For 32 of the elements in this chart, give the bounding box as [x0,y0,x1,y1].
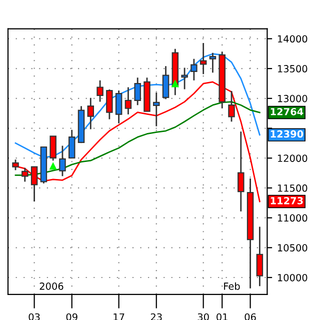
y-tick-label: 11500 [278,184,308,192]
candlestick [200,42,207,75]
candlestick [124,86,132,116]
annotation: 2006 [40,282,64,290]
candlestick [59,145,66,177]
candlestick [256,226,264,287]
y-tick-label: 13500 [278,65,308,72]
y-tick-label: 10500 [278,244,308,252]
line-series [14,53,260,158]
data-label: 12764 [270,108,304,116]
annotation: Feb [224,282,240,290]
candlestick [96,80,104,103]
y-tick-label: 12000 [278,154,308,162]
candlestick [153,92,160,127]
candlestick [68,129,76,159]
candlestick [162,65,170,100]
candlestick [181,67,188,90]
candlestick [22,167,28,182]
candlestick [190,58,198,82]
y-tick-label: 10000 [278,274,308,282]
candlestick [115,90,122,124]
candlestick [134,76,141,106]
data-label: 12390 [270,130,304,138]
candlestick [50,135,56,162]
candlestick [228,90,235,122]
y-tick-label: 13000 [278,94,308,102]
y-tick-label: 14000 [278,35,308,43]
candlestick [87,97,94,130]
y-tick-label: 11000 [278,214,308,222]
candlestick [106,88,113,120]
candlestick [209,52,216,74]
data-label: 11273 [270,196,303,204]
